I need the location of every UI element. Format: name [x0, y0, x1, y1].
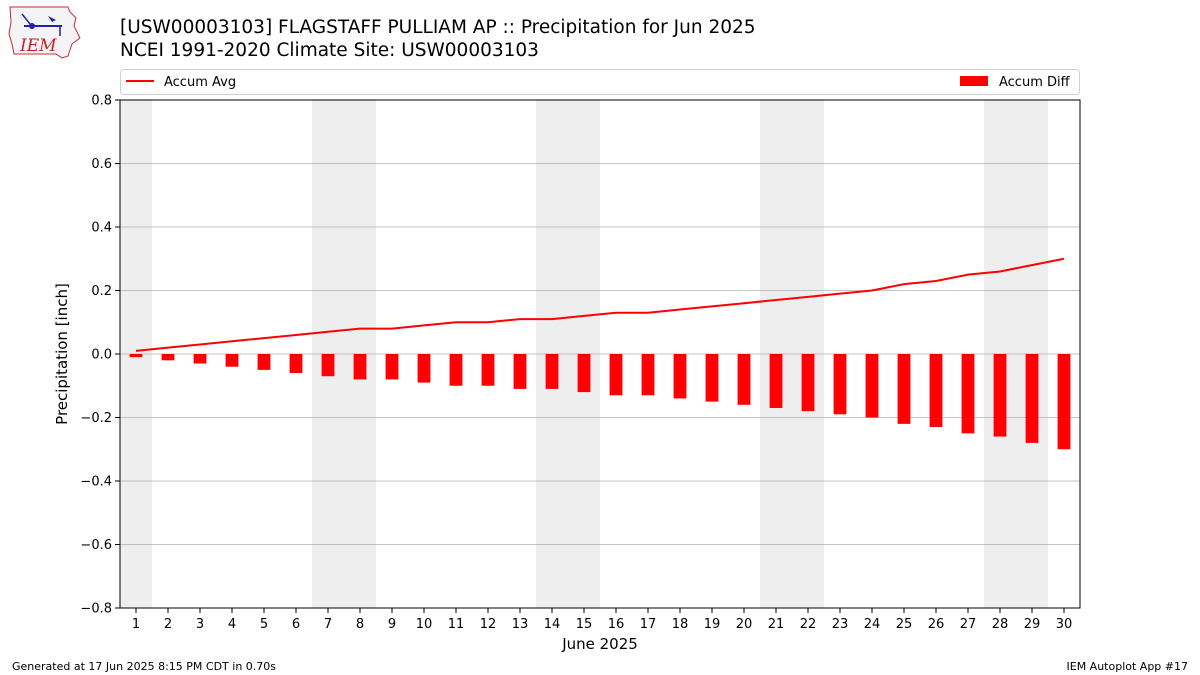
x-tick-label: 20	[736, 617, 753, 632]
x-tick-label: 5	[260, 617, 268, 632]
bar	[385, 354, 399, 380]
accum-avg-line	[135, 257, 1065, 352]
x-axis-label: June 2025	[561, 635, 638, 653]
legend-bar-swatch	[960, 76, 988, 86]
legend-accum-diff: Accum Diff	[999, 75, 1071, 90]
footer-generated: Generated at 17 Jun 2025 8:15 PM CDT in …	[12, 660, 277, 673]
bar	[833, 354, 847, 415]
y-tick-label: −0.6	[80, 538, 112, 553]
bar	[577, 354, 591, 393]
x-tick-label: 13	[512, 617, 529, 632]
x-tick-label: 9	[388, 617, 396, 632]
logo-text: IEM	[19, 36, 57, 56]
bar	[129, 354, 143, 358]
legend-box	[120, 69, 1080, 95]
y-tick-label: −0.8	[80, 602, 112, 617]
bar	[737, 354, 751, 405]
bar	[193, 354, 207, 364]
y-tick-label: 0.8	[91, 94, 112, 109]
x-tick-label: 12	[480, 617, 497, 632]
bar	[961, 354, 975, 434]
x-tick-label: 15	[576, 617, 593, 632]
y-tick-label: −0.2	[80, 411, 112, 426]
bar	[257, 354, 271, 370]
x-tick-label: 8	[356, 617, 364, 632]
legend: Accum Avg Accum Diff	[120, 69, 1080, 95]
x-tick-label: 6	[292, 617, 300, 632]
y-axis-label: Precipitation [inch]	[53, 283, 71, 425]
bar	[1057, 354, 1071, 450]
accum-diff-bars	[129, 354, 1071, 450]
y-axis: −0.8 −0.6 −0.4 −0.2 0.0 0.2 0.4 0.6 0.8	[80, 94, 120, 617]
bar	[865, 354, 879, 418]
x-tick-label: 4	[228, 617, 236, 632]
bar	[929, 354, 943, 428]
bar	[673, 354, 687, 399]
x-tick-label: 18	[672, 617, 689, 632]
bar	[545, 354, 559, 389]
x-tick-label: 10	[416, 617, 433, 632]
x-tick-label: 2	[164, 617, 172, 632]
x-tick-label: 26	[928, 617, 945, 632]
x-tick-label: 1	[132, 617, 140, 632]
bar	[801, 354, 815, 412]
x-axis: 1 2 3 4 5 6 7 8 9 10 11 12 13 14 15 16 17 18 19 20 21 22 23 24 2…	[132, 608, 1072, 632]
bar	[225, 354, 239, 367]
bar	[609, 354, 623, 396]
bar	[641, 354, 655, 396]
y-tick-label: 0.6	[91, 157, 112, 172]
x-tick-label: 22	[800, 617, 817, 632]
grid-lines	[120, 163, 1080, 545]
y-tick-label: 0.0	[91, 348, 112, 363]
x-tick-label: 24	[864, 617, 881, 632]
chart-subtitle: NCEI 1991-2020 Climate Site: USW00003103	[120, 40, 539, 61]
y-tick-label: 0.4	[91, 221, 112, 236]
x-tick-label: 23	[832, 617, 849, 632]
x-tick-label: 19	[704, 617, 721, 632]
bar	[705, 354, 719, 402]
x-tick-label: 17	[640, 617, 657, 632]
bar	[417, 354, 431, 383]
legend-accum-avg: Accum Avg	[164, 75, 236, 90]
y-tick-label: 0.2	[91, 284, 112, 299]
bar	[993, 354, 1007, 437]
bar	[161, 354, 175, 361]
iem-logo: IEM	[8, 6, 81, 59]
bar	[1025, 354, 1039, 443]
accum-avg-line-group	[135, 257, 1065, 352]
bar	[353, 354, 367, 380]
x-tick-label: 14	[544, 617, 561, 632]
x-tick-label: 27	[960, 617, 977, 632]
bar	[897, 354, 911, 424]
x-tick-label: 28	[992, 617, 1009, 632]
x-tick-label: 11	[448, 617, 465, 632]
footer-app: IEM Autoplot App #17	[1066, 660, 1189, 673]
bar	[289, 354, 303, 374]
x-tick-label: 3	[196, 617, 204, 632]
bar	[769, 354, 783, 408]
x-tick-label: 16	[608, 617, 625, 632]
x-tick-label: 7	[324, 617, 332, 632]
bar	[481, 354, 495, 386]
bar	[321, 354, 335, 377]
x-tick-label: 30	[1056, 617, 1073, 632]
chart-title: [USW00003103] FLAGSTAFF PULLIAM AP :: Pr…	[120, 17, 756, 38]
x-tick-label: 29	[1024, 617, 1041, 632]
x-tick-label: 25	[896, 617, 913, 632]
x-tick-label: 21	[768, 617, 785, 632]
bar	[449, 354, 463, 386]
bar	[513, 354, 527, 389]
y-tick-label: −0.4	[80, 475, 112, 490]
